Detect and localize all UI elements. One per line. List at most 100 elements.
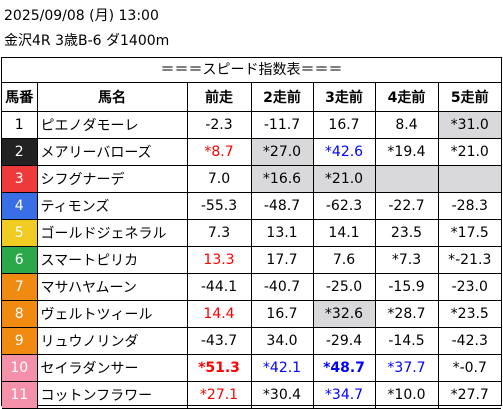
speed-index-cell	[437, 164, 501, 193]
speed-index-cell: 34.0	[250, 326, 314, 355]
col-header-number: 馬番	[2, 83, 38, 112]
table-row: 4 ティモンズ -55.3 -48.7 -62.3 -22.7 -28.3	[2, 191, 501, 220]
table-row: 10 セイラダンサー *51.3 *42.1 *48.7 *37.7 *-0.7	[2, 353, 501, 382]
speed-index-table: 馬番 馬名 前走 2走前 3走前 4走前 5走前 1 ピエノダモーレ -2.3 -11…	[2, 83, 501, 409]
table-row: 3 シフグナーデ 7.0 *16.6 *21.0	[2, 164, 501, 193]
horse-name: セイラダンサー	[36, 353, 188, 382]
speed-index-cell: *42.1	[250, 353, 314, 382]
table-row: 8 ヴェルトツィール 14.4 16.7 *32.6 *28.7 *23.5	[2, 299, 501, 328]
speed-index-cell: 13.3	[186, 245, 252, 274]
speed-index-cell: *34.7	[312, 380, 376, 409]
speed-index-cell: *37.7	[374, 353, 439, 382]
speed-index-cell: -40.7	[250, 272, 314, 301]
speed-index-cell: *16.6	[250, 164, 314, 193]
race-header: 2025/09/08 (月) 13:00 金沢4R 3歳B-6 ダ1400m	[0, 0, 503, 58]
speed-index-cell: -25.0	[312, 272, 376, 301]
horse-number: 5	[2, 218, 38, 247]
speed-index-cell: 14.1	[312, 218, 376, 247]
speed-index-cell	[374, 164, 439, 193]
horse-number: 10	[2, 353, 38, 382]
horse-name: スマートピリカ	[36, 245, 188, 274]
speed-index-cell: *-0.7	[437, 353, 501, 382]
speed-index-cell: -22.7	[374, 191, 439, 220]
col-header-2back: 2走前	[250, 83, 314, 112]
speed-index-cell: *27.1	[186, 380, 252, 409]
horse-name: メアリーバローズ	[36, 137, 188, 166]
horse-number: 6	[2, 245, 38, 274]
speed-index-cell: 17.7	[250, 245, 314, 274]
col-header-last: 前走	[186, 83, 252, 112]
table-row: 9 リュウノリンダ -43.7 34.0 -29.4 -14.5 -42.3	[2, 326, 501, 355]
speed-index-cell: 7.6	[312, 245, 376, 274]
horse-name: リュウノリンダ	[36, 326, 188, 355]
table-row: 2 メアリーバローズ *8.7 *27.0 *42.6 *19.4 *21.0	[2, 137, 501, 166]
horse-name: ピエノダモーレ	[36, 110, 188, 139]
speed-index-cell: *7.3	[374, 245, 439, 274]
col-header-horse: 馬名	[36, 83, 188, 112]
speed-index-cell: *19.4	[374, 137, 439, 166]
speed-index-cell: -11.7	[250, 110, 314, 139]
horse-number: 8	[2, 299, 38, 328]
speed-index-cell: *-21.3	[437, 245, 501, 274]
speed-index-cell: *10.0	[374, 380, 439, 409]
speed-index-cell: *23.5	[437, 299, 501, 328]
table-row: 1 ピエノダモーレ -2.3 -11.7 16.7 8.4 *31.0	[2, 110, 501, 139]
speed-index-cell: 16.7	[250, 299, 314, 328]
race-info: 金沢4R 3歳B-6 ダ1400m	[4, 33, 170, 49]
col-header-5back: 5走前	[437, 83, 501, 112]
speed-index-cell: 23.5	[374, 218, 439, 247]
col-header-4back: 4走前	[374, 83, 439, 112]
speed-index-cell: *8.7	[186, 137, 252, 166]
horse-name: マサハヤムーン	[36, 272, 188, 301]
horse-name: ヴェルトツィール	[36, 299, 188, 328]
race-datetime: 2025/09/08 (月) 13:00	[4, 8, 159, 24]
speed-index-cell: *28.7	[374, 299, 439, 328]
speed-index-cell: -28.3	[437, 191, 501, 220]
speed-index-cell: *21.0	[437, 137, 501, 166]
horse-number: 4	[2, 191, 38, 220]
speed-index-cell: -14.5	[374, 326, 439, 355]
speed-index-cell: -2.3	[186, 110, 252, 139]
horse-number: 9	[2, 326, 38, 355]
speed-index-cell: *31.0	[437, 110, 501, 139]
horse-number: 11	[2, 380, 38, 409]
horse-number: 1	[2, 110, 38, 139]
speed-index-cell: *32.6	[312, 299, 376, 328]
speed-index-cell: *30.4	[250, 380, 314, 409]
speed-index-cell: -29.4	[312, 326, 376, 355]
speed-index-cell: *48.7	[312, 353, 376, 382]
speed-index-cell: -44.1	[186, 272, 252, 301]
speed-index-cell: *51.3	[186, 353, 252, 382]
speed-index-cell: *17.5	[437, 218, 501, 247]
speed-index-cell: *27.0	[250, 137, 314, 166]
table-title: ＝＝＝スピード指数表＝＝＝	[2, 58, 501, 83]
speed-index-cell: -15.9	[374, 272, 439, 301]
speed-index-cell: 7.3	[186, 218, 252, 247]
speed-index-cell: 13.1	[250, 218, 314, 247]
table-row: 5 ゴールドジェネラル 7.3 13.1 14.1 23.5 *17.5	[2, 218, 501, 247]
horse-number: 2	[2, 137, 38, 166]
speed-index-cell: 16.7	[312, 110, 376, 139]
speed-index-cell: *21.0	[312, 164, 376, 193]
horse-name: ゴールドジェネラル	[36, 218, 188, 247]
horse-number: 3	[2, 164, 38, 193]
speed-index-cell: 7.0	[186, 164, 252, 193]
horse-name: コットンフラワー	[36, 380, 188, 409]
speed-index-cell: -43.7	[186, 326, 252, 355]
speed-index-cell: -55.3	[186, 191, 252, 220]
col-header-3back: 3走前	[312, 83, 376, 112]
speed-index-cell: 14.4	[186, 299, 252, 328]
speed-index-cell: -48.7	[250, 191, 314, 220]
speed-index-cell: 8.4	[374, 110, 439, 139]
table-row: 11 コットンフラワー *27.1 *30.4 *34.7 *10.0 *27.7	[2, 380, 501, 409]
speed-index-cell: *27.7	[437, 380, 501, 409]
horse-number: 7	[2, 272, 38, 301]
speed-index-cell: -23.0	[437, 272, 501, 301]
speed-index-cell: *42.6	[312, 137, 376, 166]
table-row: 6 スマートピリカ 13.3 17.7 7.6 *7.3 *-21.3	[2, 245, 501, 274]
speed-index-cell: -42.3	[437, 326, 501, 355]
speed-index-cell: -62.3	[312, 191, 376, 220]
table-row: 7 マサハヤムーン -44.1 -40.7 -25.0 -15.9 -23.0	[2, 272, 501, 301]
header-row: 馬番 馬名 前走 2走前 3走前 4走前 5走前	[2, 83, 501, 112]
speed-index-panel: ＝＝＝スピード指数表＝＝＝ 馬番 馬名 前走 2走前 3走前 4走前 5走前 1…	[1, 57, 502, 409]
